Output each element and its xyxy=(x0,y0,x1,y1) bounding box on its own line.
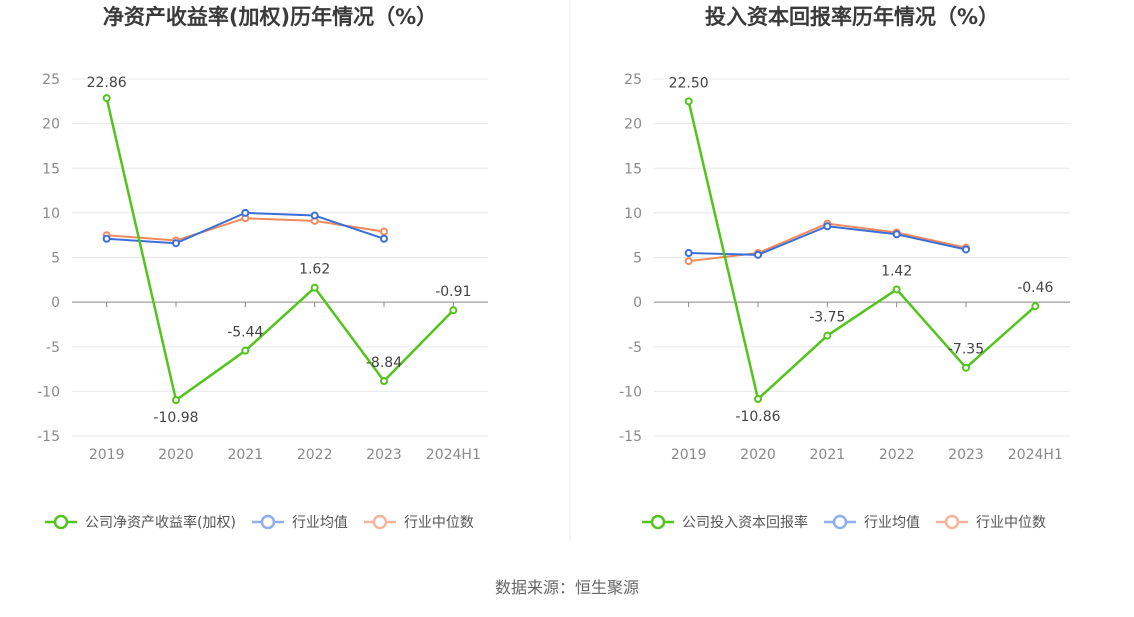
y-tick-label: 5 xyxy=(51,251,60,267)
data-point-industry_avg xyxy=(310,211,319,220)
chart-panel-2: 投入资本回报率历年情况（%） 25 20 15 10 5 0 -5 -10 -15 2019 2020… xyxy=(619,5,1070,531)
y-tick-label: 15 xyxy=(42,161,60,177)
data-point-industry_median xyxy=(684,257,693,266)
legend-label: 公司净资产收益率(加权) xyxy=(85,514,236,531)
legend-marker-icon xyxy=(832,514,848,530)
legend-marker-icon xyxy=(53,514,69,530)
legend-item-company: 公司投入资本回报率 xyxy=(642,514,808,531)
x-tick-label: 2021 xyxy=(228,447,264,463)
data-point-industry_avg xyxy=(754,250,762,259)
data-label: -3.75 xyxy=(809,310,845,326)
legend-item-industry_avg: 行业均值 xyxy=(251,514,348,531)
legend-marker-icon xyxy=(372,514,388,530)
y-tick-label: 5 xyxy=(633,251,642,267)
y-tick-label: 10 xyxy=(42,206,60,222)
data-label: -8.84 xyxy=(366,355,402,371)
y-tick-label: -5 xyxy=(46,340,60,356)
legend-label: 公司投入资本回报率 xyxy=(682,514,808,531)
chart-title: 投入资本回报率历年情况（%） xyxy=(705,5,999,29)
data-label: 22.86 xyxy=(87,75,127,91)
data-point-company xyxy=(380,377,388,386)
y-tick-label: -10 xyxy=(619,384,642,400)
legend-marker-icon xyxy=(260,514,276,530)
y-tick-label: -15 xyxy=(619,429,642,445)
x-tick-label: 2024H1 xyxy=(426,447,481,463)
legend-label: 行业中位数 xyxy=(976,515,1046,531)
y-tick-label: 0 xyxy=(633,295,642,311)
y-tick-label: 0 xyxy=(51,295,60,311)
y-tick-label: 25 xyxy=(42,72,60,88)
x-tick-label: 2020 xyxy=(158,447,194,463)
x-tick-label: 2022 xyxy=(879,447,915,463)
data-point-company xyxy=(823,331,832,340)
data-point-company xyxy=(449,306,458,315)
legend-item-industry_avg: 行业均值 xyxy=(824,514,920,531)
data-point-company xyxy=(754,395,762,404)
data-point-industry_avg xyxy=(241,208,250,217)
y-tick-label: -5 xyxy=(628,340,642,356)
legend-marker-icon xyxy=(944,514,960,530)
legend-label: 行业中位数 xyxy=(404,515,474,531)
series-line-company xyxy=(105,97,455,402)
y-tick-label: 15 xyxy=(624,161,642,177)
data-point-industry_avg xyxy=(823,222,832,231)
data-point-industry_avg xyxy=(684,249,693,258)
data-point-company xyxy=(102,94,111,103)
legend-item-company: 公司净资产收益率(加权) xyxy=(45,514,236,531)
legend-item-industry_median: 行业中位数 xyxy=(936,514,1046,531)
x-tick-label: 2020 xyxy=(740,447,776,463)
data-label: -5.44 xyxy=(227,325,263,341)
y-tick-label: 25 xyxy=(624,72,642,88)
x-tick-label: 2022 xyxy=(297,447,333,463)
y-tick-label: 20 xyxy=(624,117,642,133)
x-tick-label: 2023 xyxy=(948,447,984,463)
y-tick-label: 20 xyxy=(42,117,60,133)
legend-item-industry_median: 行业中位数 xyxy=(363,514,474,531)
x-tick-label: 2024H1 xyxy=(1008,447,1063,463)
series-line-industry_avg xyxy=(688,225,967,256)
data-point-industry_avg xyxy=(892,230,901,239)
data-label: -0.46 xyxy=(1017,280,1053,296)
chart-title: 净资产收益率(加权)历年情况（%） xyxy=(103,5,437,29)
chart-panel-1: 净资产收益率(加权)历年情况（%） 25 20 15 10 5 0 -5 -10 -15 2019 2… xyxy=(37,5,488,531)
data-label: 1.42 xyxy=(881,263,912,279)
data-point-company xyxy=(962,363,970,372)
legend-label: 行业均值 xyxy=(292,515,348,531)
data-point-company xyxy=(310,283,319,292)
data-point-company xyxy=(172,396,180,405)
data-point-industry_avg xyxy=(172,239,180,248)
x-tick-label: 2021 xyxy=(810,447,846,463)
y-tick-label: -15 xyxy=(37,429,60,445)
data-label: -7.35 xyxy=(948,342,984,358)
data-label: 1.62 xyxy=(299,262,330,278)
data-point-industry_avg xyxy=(380,234,388,243)
legend-marker-icon xyxy=(650,514,666,530)
source-label: 数据来源：恒生聚源 xyxy=(495,578,639,597)
y-tick-label: 10 xyxy=(624,206,642,222)
x-tick-label: 2023 xyxy=(366,447,402,463)
x-tick-label: 2019 xyxy=(671,447,707,463)
data-point-company xyxy=(1031,302,1040,311)
x-tick-label: 2019 xyxy=(89,447,125,463)
series-line-company xyxy=(687,101,1037,401)
data-point-company xyxy=(684,97,693,106)
legend-label: 行业均值 xyxy=(864,515,920,531)
data-label: -0.91 xyxy=(435,284,471,300)
data-label: -10.98 xyxy=(153,410,198,426)
data-point-company xyxy=(892,285,901,294)
data-point-company xyxy=(241,346,250,355)
data-point-industry_avg xyxy=(102,234,111,243)
data-point-industry_avg xyxy=(962,245,970,254)
data-label: 22.50 xyxy=(669,75,709,91)
data-label: -10.86 xyxy=(735,409,780,425)
y-tick-label: -10 xyxy=(37,384,60,400)
data-point-industry_median xyxy=(380,227,388,236)
